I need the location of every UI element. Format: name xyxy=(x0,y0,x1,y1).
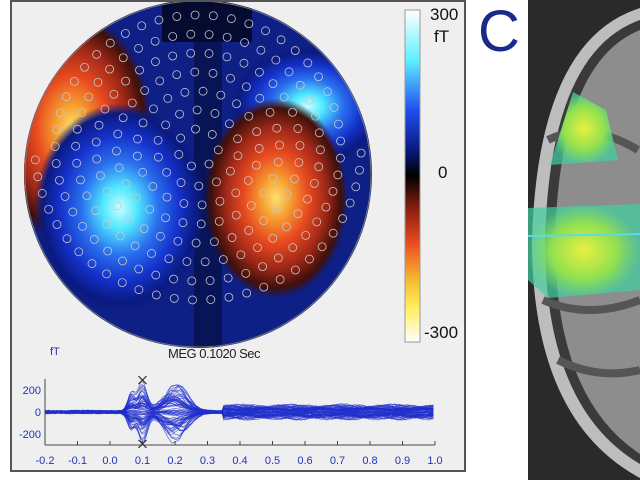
x-tick-label: 0.1 xyxy=(135,455,150,467)
x-tick-label: 0.2 xyxy=(167,455,182,467)
x-tick-label: 0.6 xyxy=(297,455,312,467)
butterfly-plot: -0.2 -0.1 0.0 0.1 0.2 0.3 0.4 0.5 0.6 0.7 0.8 0.9 1.… xyxy=(12,2,464,470)
x-tick-label: 0.0 xyxy=(102,455,117,467)
x-tick-label: 0.4 xyxy=(232,455,247,467)
mri-brain-image xyxy=(528,0,640,480)
meg-figure-panel: 300 fT 0 -300 MEG 0.1020 Sec fT -0.2 -0.1… xyxy=(10,0,466,472)
x-tick-label: 0.3 xyxy=(200,455,215,467)
activation-region-lower xyxy=(528,204,640,298)
waveform-traces xyxy=(45,381,433,443)
y-tick-label: 200 xyxy=(23,385,41,397)
x-tick-label: 0.8 xyxy=(362,455,377,467)
x-tick-label: -0.1 xyxy=(68,455,87,467)
x-tick-label: 1.0 xyxy=(427,455,442,467)
x-tick-label: 0.5 xyxy=(265,455,280,467)
x-tick-label: -0.2 xyxy=(36,455,55,467)
y-tick-label: 0 xyxy=(35,407,41,419)
y-tick-label: -200 xyxy=(19,429,41,441)
x-tick-label: 0.7 xyxy=(330,455,345,467)
time-marker-x xyxy=(139,376,147,384)
waveform-axes: -0.2 -0.1 0.0 0.1 0.2 0.3 0.4 0.5 0.6 0.7 0.8 0.9 1.… xyxy=(19,376,443,467)
x-tick-label: 0.9 xyxy=(395,455,410,467)
panel-letter: C xyxy=(478,0,520,64)
